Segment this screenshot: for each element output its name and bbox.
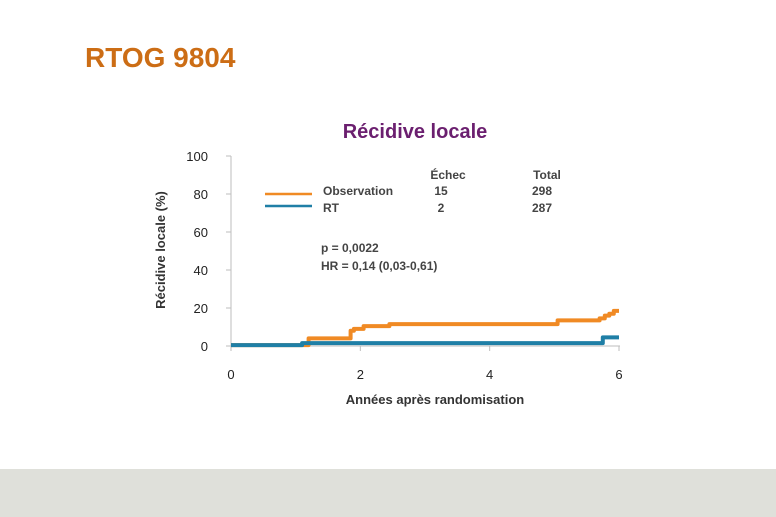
- legend-header-failure: Échec: [430, 167, 466, 182]
- y-tick-label: 80: [194, 187, 208, 202]
- y-tick-label: 100: [186, 149, 208, 164]
- legend-failure-rt: 2: [438, 201, 445, 215]
- annotation-hazard-ratio: HR = 0,14 (0,03-0,61): [321, 259, 437, 273]
- y-tick-label: 20: [194, 301, 208, 316]
- series-line-rt: [231, 335, 619, 348]
- annotation-p-value: p = 0,0022: [321, 241, 379, 255]
- x-tick-label: 0: [227, 367, 234, 382]
- footer-band: [0, 469, 776, 517]
- y-tick-label: 40: [194, 263, 208, 278]
- series-lines: [231, 308, 619, 348]
- slide-title: RTOG 9804: [85, 42, 236, 73]
- series-line-observation: [231, 308, 619, 348]
- y-tick-label: 0: [201, 339, 208, 354]
- x-axis-ticks: 0 2 4 6: [227, 346, 623, 382]
- legend-name-rt: RT: [323, 201, 340, 215]
- y-axis-label: Récidive locale (%): [153, 191, 168, 309]
- x-axis-label: Années après randomisation: [346, 392, 524, 407]
- chart-title: Récidive locale: [343, 121, 488, 143]
- legend-header-total: Total: [533, 168, 561, 182]
- km-chart: Récidive locale 0 20 40 60 80 100 0 2 4 6 Récidi…: [153, 121, 623, 407]
- x-tick-label: 6: [615, 367, 622, 382]
- y-tick-label: 60: [194, 225, 208, 240]
- y-axis-ticks: 0 20 40 60 80 100: [186, 149, 231, 354]
- x-tick-label: 4: [486, 367, 493, 382]
- legend-failure-observation: 15: [434, 184, 448, 198]
- legend-total-rt: 287: [532, 201, 552, 215]
- x-tick-label: 2: [357, 367, 364, 382]
- legend-total-observation: 298: [532, 184, 552, 198]
- legend-name-observation: Observation: [323, 184, 393, 198]
